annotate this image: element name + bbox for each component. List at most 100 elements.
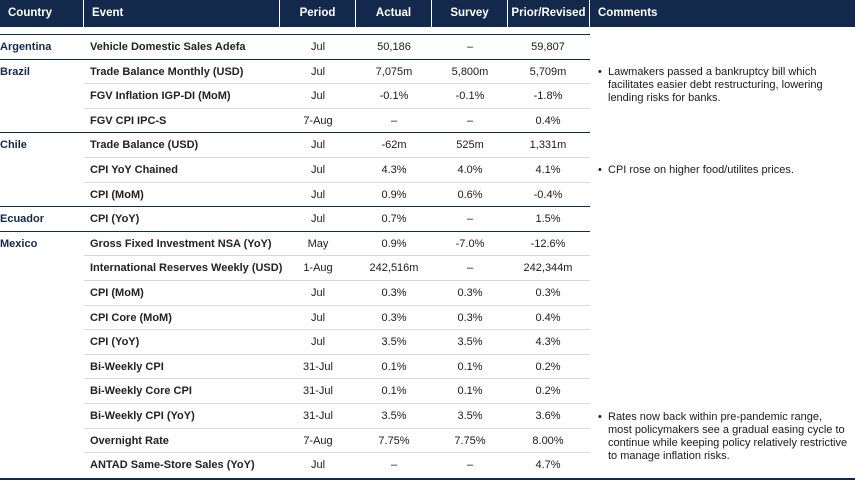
row-divider [84,378,590,380]
cell-actual: 242,516m [369,262,419,275]
cell-period: Jul [310,287,326,299]
cell-period: Jul [310,188,326,201]
header-event: Event [84,0,280,27]
cell-country [0,84,84,109]
cell-country [0,183,84,208]
header-comments: Comments [598,7,658,19]
cell-period: 1-Aug [303,262,333,275]
cell-actual: 50,186 [377,41,411,53]
cell-prior-revised: 5,709m [529,65,567,78]
cell-event: Bi-Weekly Core CPI [90,385,192,398]
table-row: ANTAD Same-Store Sales (YoY) Jul – – 4.7% [0,453,855,478]
cell-survey: – [466,459,474,472]
table-row: Brazil Trade Balance Monthly (USD) Jul 7,07… [0,60,855,85]
cell-survey: 3.5% [457,410,483,422]
cell-prior-revised: 4.7% [535,459,561,472]
cell-event: CPI YoY Chained [90,164,179,176]
cell-survey: -0.1% [455,90,485,103]
cell-survey: 0.3% [457,287,483,299]
cell-period: Jul [310,164,326,176]
row-divider [84,255,590,257]
cell-survey: 5,800m [451,65,489,78]
cell-prior-revised: -12.6% [530,237,566,250]
cell-event: Vehicle Domestic Sales Adefa [90,41,246,53]
cell-event: Trade Balance (USD) [90,139,199,152]
cell-survey: – [466,262,474,275]
cell-event: CPI (MoM) [90,188,144,201]
cell-country [0,355,84,380]
cell-event: Bi-Weekly CPI [90,360,164,373]
group-divider [0,58,590,60]
cell-actual: 3.5% [381,410,407,422]
cell-event: CPI Core (MoM) [90,311,172,324]
cell-prior-revised: 8.00% [532,434,564,447]
table-row: CPI (MoM) Jul 0.9% 0.6% -0.4% [0,183,855,208]
cell-period: Jul [310,459,326,472]
table-row: Bi-Weekly CPI 31-Jul 0.1% 0.1% 0.2% [0,355,855,380]
row-divider [84,427,590,429]
cell-country: Argentina [0,41,52,53]
bullet-icon: • [598,164,602,176]
table-row: Argentina Vehicle Domestic Sales Adefa Jul… [0,35,855,60]
header-actual: Actual [356,0,432,27]
comment-mexico-text: Rates now back within pre-pandemic range… [608,411,848,462]
table-row: Chile Trade Balance (USD) Jul -62m 525m 1,331… [0,133,855,158]
cell-survey: 0.1% [457,360,483,373]
table-row: Overnight Rate 7-Aug 7.75% 7.75% 8.00% [0,429,855,454]
comment-brazil-text: Lawmakers passed a bankruptcy bill which… [608,66,823,104]
table-row: CPI Core (MoM) Jul 0.3% 0.3% 0.4% [0,306,855,331]
header-country: Country [0,0,84,27]
cell-survey: 0.6% [457,188,483,201]
cell-actual: -0.1% [379,90,409,103]
cell-prior-revised: -0.4% [533,188,563,201]
cell-event: FGV Inflation IGP-DI (MoM) [90,90,231,103]
cell-period: Jul [310,90,326,103]
cell-actual: 4.3% [381,164,407,176]
group-divider [0,206,590,208]
cell-survey: – [466,41,474,53]
table-row: CPI YoY Chained Jul 4.3% 4.0% 4.1% [0,158,855,183]
cell-actual: 3.5% [381,336,407,349]
row-divider [84,353,590,355]
cell-actual: 0.3% [381,311,407,324]
cell-country [0,330,84,355]
cell-survey: 0.3% [457,311,483,324]
row-divider [84,304,590,306]
group-divider [0,230,590,232]
table-row: Bi-Weekly Core CPI 31-Jul 0.1% 0.1% 0.2% [0,379,855,404]
table-row: FGV CPI IPC-S 7-Aug – – 0.4% [0,109,855,134]
bullet-icon: • [598,66,602,78]
row-divider [84,83,590,85]
row-divider [84,329,590,331]
cell-country [0,379,84,404]
cell-country: Brazil [0,65,30,78]
cell-survey: 4.0% [457,164,483,176]
table-row: FGV Inflation IGP-DI (MoM) Jul -0.1% -0.1% -… [0,84,855,109]
cell-actual: – [390,459,398,472]
cell-prior-revised: 0.2% [535,385,561,398]
cell-period: May [307,237,329,250]
cell-survey: – [466,213,474,226]
cell-event: Gross Fixed Investment NSA (YoY) [90,237,272,250]
cell-survey: 0.1% [457,385,483,398]
cell-survey: 7.75% [454,434,486,447]
cell-prior-revised: 1.5% [535,213,561,226]
cell-prior-revised: 59,807 [531,41,565,53]
cell-actual: 0.9% [381,237,407,250]
table-row: CPI (MoM) Jul 0.3% 0.3% 0.3% [0,281,855,306]
table-row: Mexico Gross Fixed Investment NSA (YoY) Ma… [0,232,855,257]
row-divider [84,181,590,183]
header-prior-revised: Prior/Revised [508,0,590,27]
cell-event: CPI (YoY) [90,213,140,226]
row-divider [84,157,590,158]
cell-country [0,281,84,306]
cell-survey: 525m [456,139,484,152]
table-row: CPI (YoY) Jul 3.5% 3.5% 4.3% [0,330,855,355]
row-divider [84,107,590,109]
cell-period: Jul [310,41,326,53]
cell-event: Overnight Rate [90,434,169,447]
group-divider [0,132,590,134]
comment-mexico: • Rates now back within pre-pandemic ran… [598,411,848,463]
cell-survey: – [466,114,474,127]
cell-country [0,453,84,478]
